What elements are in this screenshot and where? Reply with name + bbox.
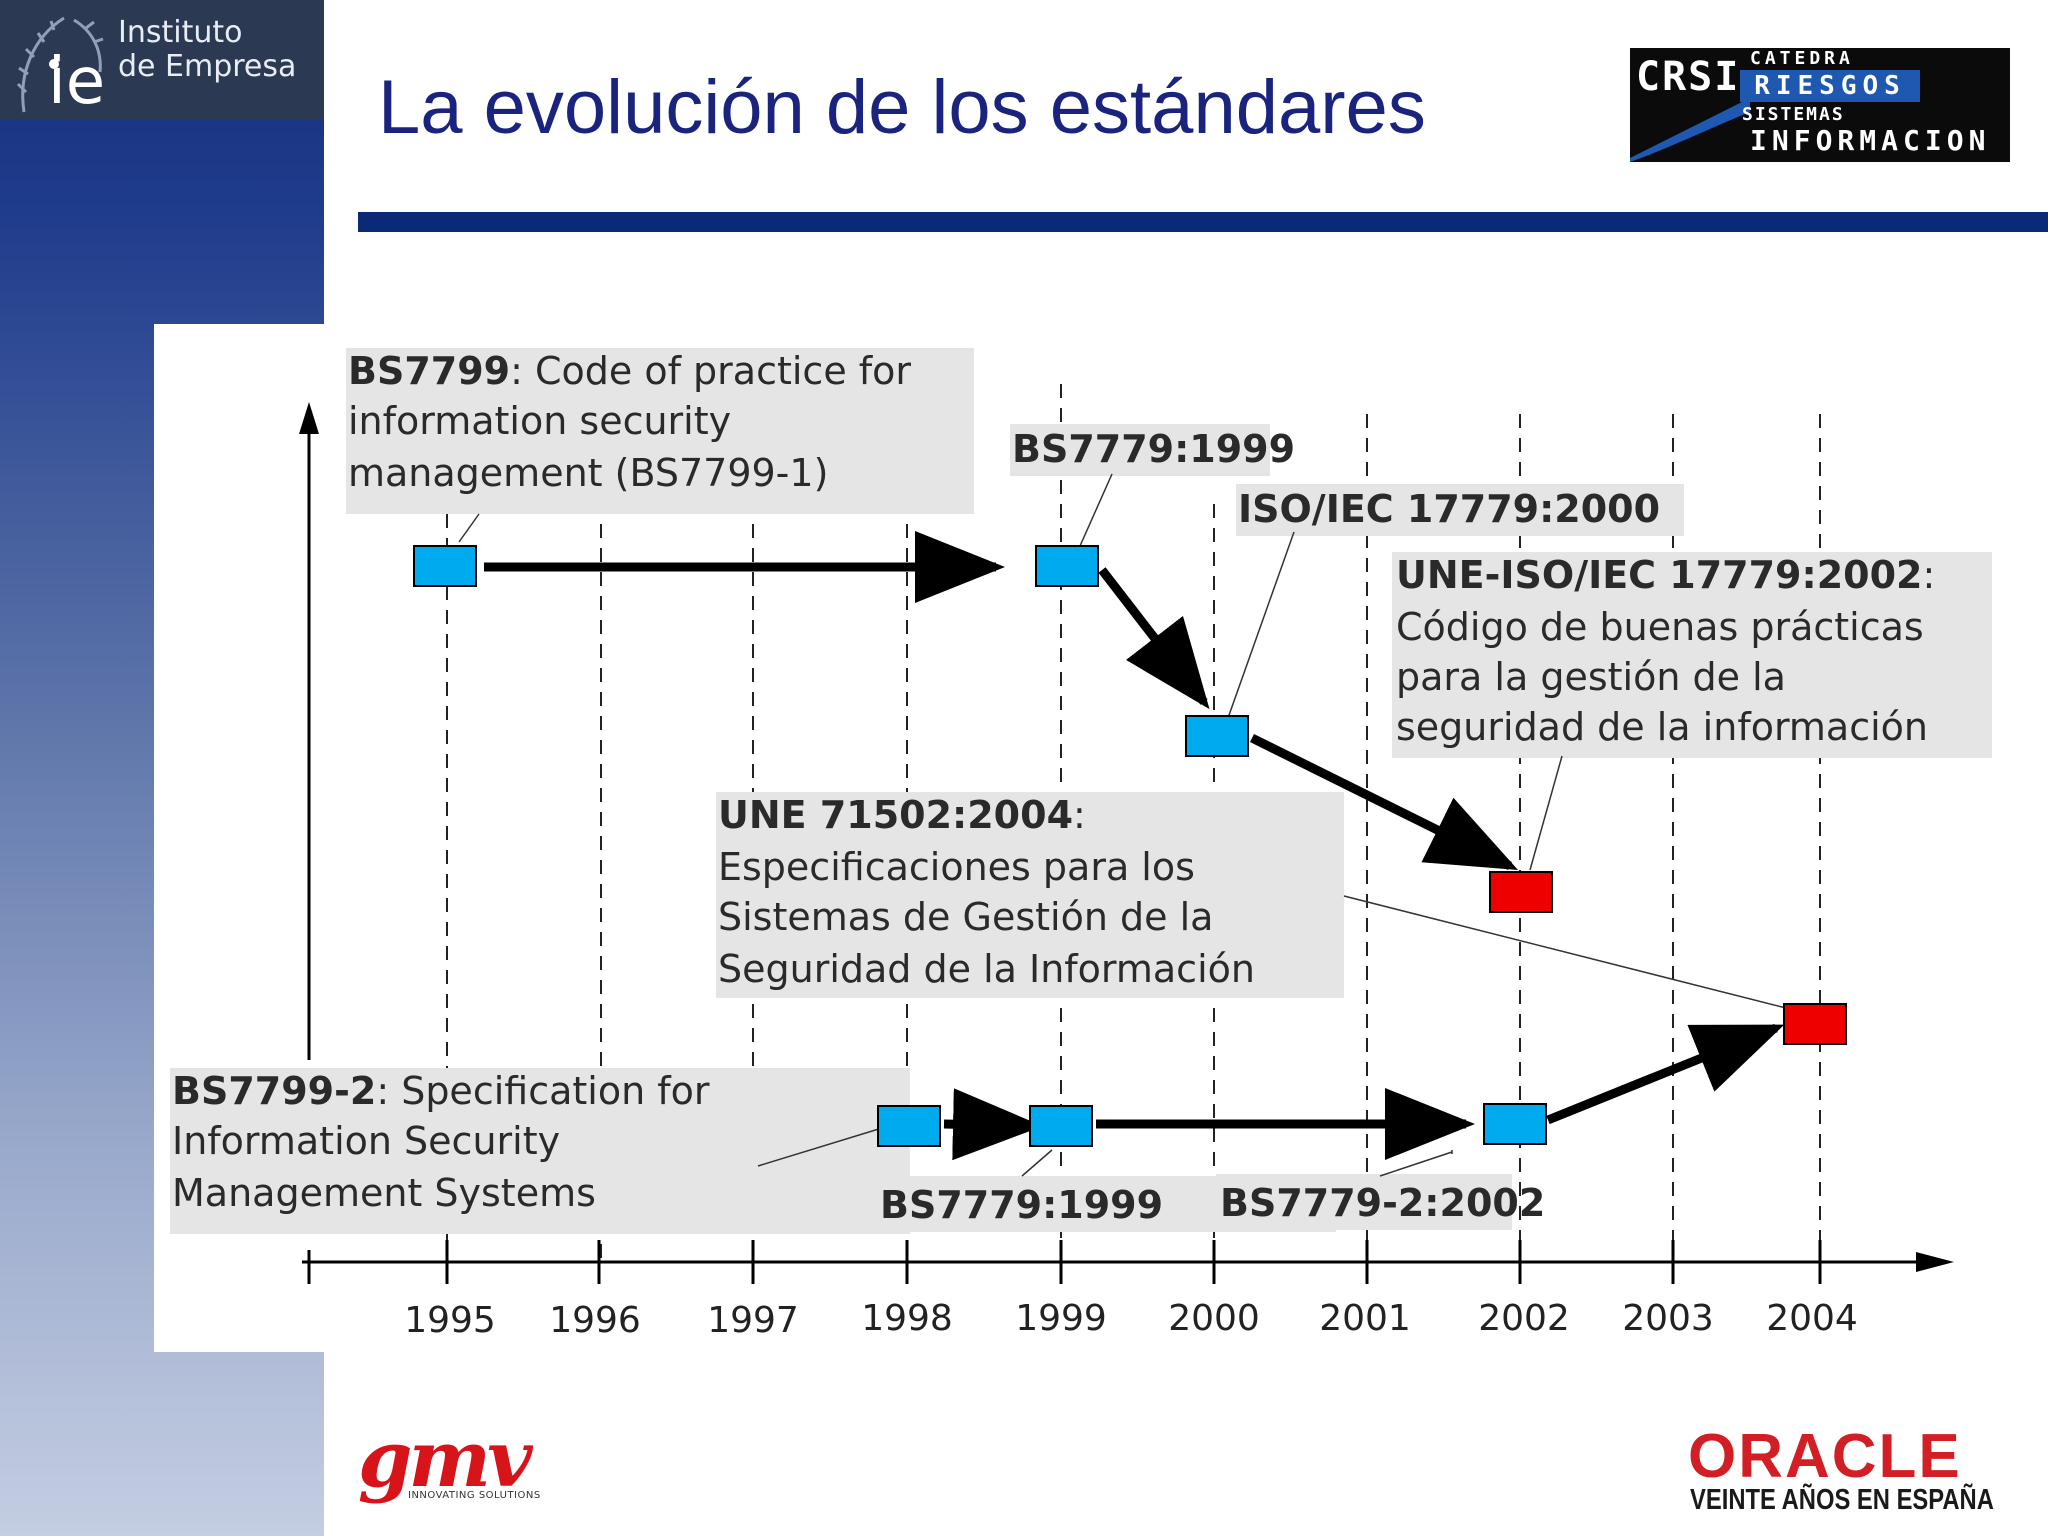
axes — [299, 402, 1954, 1272]
institution-name: Instituto de Empresa — [118, 16, 296, 84]
year-label-2003: 2003 — [1622, 1298, 1714, 1339]
label-backgrounds — [170, 348, 1992, 1234]
oracle-tagline: VEINTE AÑOS EN ESPAÑA — [1690, 1484, 1994, 1516]
label-bs7799-2-title: BS7799-2 — [172, 1069, 376, 1113]
vertical-axis-arrow-icon — [299, 402, 319, 434]
gmv-tagline: INNOVATING SOLUTIONS — [408, 1490, 541, 1501]
label-bs7799-title: BS7799 — [348, 349, 510, 393]
instituto-de-empresa-logo: ie Instituto de Empresa — [0, 0, 324, 120]
label-bs7799-2-line2: Information Security — [172, 1119, 560, 1163]
label-bs7799: BS7799: Code of practice for — [348, 349, 911, 393]
box-une-71502-2004 — [1783, 1003, 1847, 1045]
progression-arrows — [484, 531, 1785, 1161]
year-label-1996: 1996 — [549, 1300, 641, 1341]
laurel-emblem-icon — [16, 16, 104, 113]
label-bs7799-line1: : Code of practice for — [510, 349, 911, 393]
label-bs7779-2-2002: BS7779-2:2002 — [1220, 1181, 1545, 1225]
horizontal-axis-arrow-icon — [1916, 1252, 1954, 1272]
title-rule — [358, 212, 2048, 232]
year-ticks — [307, 1240, 1822, 1284]
crsi-line1: CATEDRA — [1750, 48, 1854, 69]
label-une-iso-title: UNE-ISO/IEC 17779:2002 — [1396, 553, 1922, 597]
slide-title: La evolución de los estándares — [378, 65, 1426, 150]
label-une-71502-line4: Seguridad de la Información — [718, 947, 1255, 991]
label-iso-17779-2000: ISO/IEC 17779:2000 — [1238, 487, 1660, 531]
crsi-logo: CRSI CATEDRA RIESGOS SISTEMAS INFORMACIO… — [1630, 48, 2010, 162]
label-une-iso-line2: Código de buenas prácticas — [1396, 605, 1924, 649]
label-une-iso-line4: seguridad de la información — [1396, 705, 1928, 749]
arrow-2000-to-2002 — [1250, 733, 1519, 871]
box-une-iso-17779-2002 — [1489, 871, 1553, 913]
year-label-1997: 1997 — [707, 1300, 799, 1341]
year-label-2004: 2004 — [1766, 1298, 1858, 1339]
label-une-71502-colon: : — [1073, 793, 1086, 837]
gmv-logo: gmv INNOVATING SOLUTIONS — [358, 1414, 558, 1505]
box-bs7779-1999 — [1035, 545, 1099, 587]
box-bs7799-1995 — [413, 545, 477, 587]
ie-monogram: ie — [48, 45, 106, 119]
box-bs7779-2-2002 — [1483, 1103, 1547, 1145]
crsi-line3: SISTEMAS — [1742, 104, 1845, 125]
label-bs7799-line3: management (BS7799-1) — [348, 451, 828, 495]
year-label-1999: 1999 — [1015, 1298, 1107, 1339]
label-une-iso-17779-2002: UNE-ISO/IEC 17779:2002: — [1396, 553, 1935, 597]
leader-lines — [458, 473, 1787, 1177]
year-label-2001: 2001 — [1319, 1298, 1411, 1339]
crsi-line4: INFORMACION — [1750, 124, 1991, 157]
label-une-71502-2004: UNE 71502:2004: — [718, 793, 1086, 837]
arrow-1999-to-2000 — [1098, 567, 1210, 710]
label-bs7779-1999-bottom: BS7779:1999 — [880, 1183, 1163, 1227]
label-une-71502-title: UNE 71502:2004 — [718, 793, 1073, 837]
institution-name-line1: Instituto — [118, 15, 243, 50]
event-boxes — [413, 545, 1847, 1147]
year-label-2002: 2002 — [1478, 1298, 1570, 1339]
label-bs7779-1999-top: BS7779:1999 — [1012, 427, 1295, 471]
crsi-abbr: CRSI — [1636, 54, 1741, 100]
arrow-1998-to-1999-part2 — [943, 1088, 1043, 1161]
gmv-wordmark: gmv — [358, 1414, 532, 1505]
crsi-line2: RIESGOS — [1740, 70, 1920, 102]
label-bs7799-2-line3: Management Systems — [172, 1171, 596, 1215]
box-bs7799-2-1998 — [877, 1105, 941, 1147]
oracle-wordmark: ORACLE — [1688, 1422, 1962, 1491]
label-bs7799-2: BS7799-2: Specification for — [172, 1069, 710, 1113]
box-bs7779-1999-part2 — [1029, 1105, 1093, 1147]
year-label-2000: 2000 — [1168, 1298, 1260, 1339]
year-label-1995: 1995 — [404, 1300, 496, 1341]
label-une-71502-line3: Sistemas de Gestión de la — [718, 895, 1213, 939]
crsi-swoosh-icon — [1630, 98, 1750, 162]
box-iso-17779-2000 — [1185, 715, 1249, 757]
label-une-iso-colon: : — [1922, 553, 1935, 597]
institution-name-line2: de Empresa — [118, 49, 297, 84]
arrow-2002-to-2004 — [1546, 1023, 1785, 1125]
year-label-1998: 1998 — [861, 1298, 953, 1339]
year-labels: 1995 1996 1997 1998 1999 2000 2001 2002 … — [404, 1298, 1858, 1341]
label-bs7799-line2: information security — [348, 399, 731, 443]
oracle-logo: ORACLE VEINTE AÑOS EN ESPAÑA — [1688, 1422, 2018, 1517]
label-une-iso-line3: para la gestión de la — [1396, 655, 1786, 699]
label-bs7799-2-line1: : Specification for — [376, 1069, 710, 1113]
standards-timeline-diagram: 1995 1996 1997 1998 1999 2000 2001 2002 … — [170, 348, 1992, 1341]
label-une-71502-line2: Especificaciones para los — [718, 845, 1195, 889]
